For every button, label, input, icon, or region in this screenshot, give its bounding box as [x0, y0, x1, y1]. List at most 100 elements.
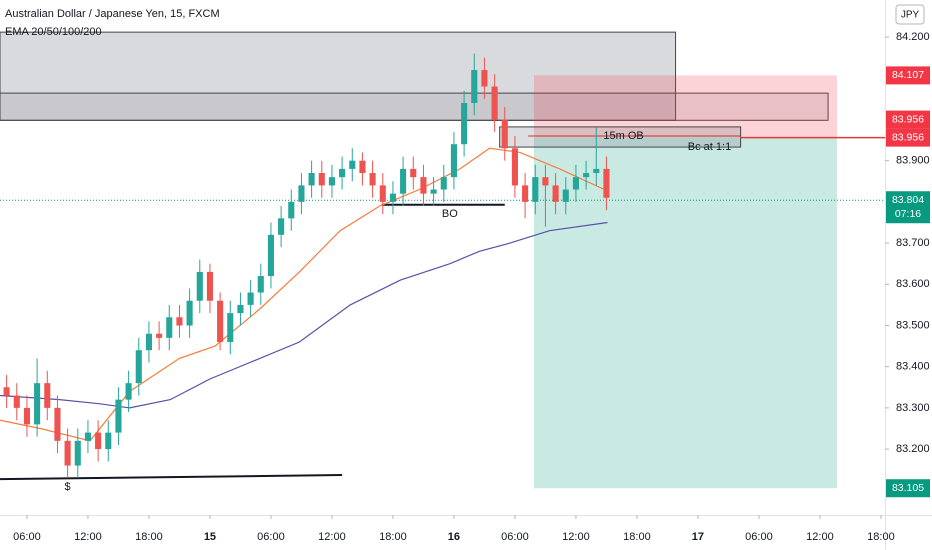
candle-body — [13, 395, 20, 408]
x-tick-label: 12:00 — [562, 531, 590, 543]
candle-body — [308, 173, 315, 186]
x-tick-label: 18:00 — [135, 531, 163, 543]
x-tick-label: 06:00 — [257, 531, 285, 543]
price-label: 83.956 — [892, 113, 924, 125]
candle-body — [420, 177, 427, 194]
candle-body — [491, 86, 498, 120]
candle-body — [64, 440, 71, 466]
y-tick-label: 83.300 — [896, 402, 930, 414]
candle-body — [278, 218, 285, 235]
candle-body — [369, 173, 376, 186]
candle-body — [440, 177, 447, 190]
candle-body — [603, 168, 610, 198]
candle-body — [572, 177, 579, 190]
candle-body — [389, 193, 396, 202]
candle-body — [593, 168, 600, 174]
candle-body — [3, 387, 10, 396]
price-label: 83.956 — [892, 131, 924, 143]
price-label-box — [886, 128, 930, 147]
candle-body — [522, 185, 529, 202]
candle-body — [379, 185, 386, 202]
annotation: $ — [65, 481, 71, 493]
candle-body — [23, 407, 30, 425]
candle-body — [267, 234, 274, 277]
y-tick-label: 83.500 — [896, 319, 930, 331]
candle-body — [196, 271, 203, 301]
candle-body — [298, 185, 305, 202]
x-tick-label: 06:00 — [13, 531, 41, 543]
x-tick-label: 12:00 — [806, 531, 834, 543]
candle-body — [217, 300, 224, 342]
y-tick-label: 83.900 — [896, 155, 930, 167]
candle-body — [511, 148, 518, 186]
x-tick-label: 18:00 — [867, 531, 895, 543]
candle-body — [206, 271, 213, 301]
x-tick-label: 18:00 — [623, 531, 651, 543]
candle-body — [54, 407, 61, 441]
candle-body — [349, 160, 356, 169]
candle-body — [542, 177, 549, 186]
candle-body — [288, 201, 295, 219]
candle-body — [318, 173, 325, 186]
x-tick-label: 06:00 — [745, 531, 773, 543]
candle-body — [562, 189, 569, 202]
candle-body — [257, 276, 264, 293]
x-tick-label: 17 — [692, 531, 704, 543]
current-price-label: 83.804 — [892, 194, 924, 206]
price-label-box — [886, 66, 930, 85]
currency-box[interactable] — [895, 4, 925, 25]
candle-body — [135, 350, 142, 384]
candle-body — [176, 317, 183, 326]
y-tick-label: 83.400 — [896, 361, 930, 373]
candle-body — [339, 168, 346, 178]
candle-body — [44, 383, 51, 408]
candle-body — [227, 313, 234, 342]
candle-body — [156, 333, 163, 338]
candle-body — [105, 432, 112, 450]
candle-body — [115, 399, 122, 433]
candle-body — [583, 173, 590, 178]
current-price-box — [886, 191, 930, 224]
y-tick-label: 83.700 — [896, 237, 930, 249]
chart-title: Australian Dollar / Japanese Yen, 15, FX… — [5, 8, 220, 20]
candle-body — [410, 168, 417, 178]
candle-body — [95, 432, 102, 450]
annotation: Bc at 1:1 — [688, 141, 731, 153]
candle-body — [552, 185, 559, 202]
candle-body — [471, 70, 478, 103]
price-label: 84.107 — [892, 69, 924, 81]
candle-body — [400, 168, 407, 194]
trend-line — [0, 474, 343, 481]
y-tick-label: 83.200 — [896, 443, 930, 455]
x-tick-label: 18:00 — [379, 531, 407, 543]
candle-body — [481, 70, 488, 87]
candle-body — [501, 119, 508, 149]
x-tick-label: 15 — [204, 531, 216, 543]
countdown: 07:16 — [895, 208, 921, 220]
candle-body — [166, 317, 173, 338]
ema-line — [0, 221, 608, 409]
candle-body — [328, 177, 335, 186]
zone — [0, 92, 829, 121]
candle-body — [461, 103, 468, 145]
candle-body — [237, 304, 244, 314]
annotation: BO — [442, 208, 458, 220]
y-tick-label: 84.200 — [896, 31, 930, 43]
y-tick-label: 83.600 — [896, 278, 930, 290]
candle-body — [430, 189, 437, 194]
candle-body — [84, 432, 91, 441]
price-label-box — [886, 110, 930, 129]
price-label-box — [886, 479, 930, 498]
candle-body — [186, 300, 193, 326]
x-tick-label: 12:00 — [74, 531, 102, 543]
currency[interactable]: JPY — [901, 10, 920, 21]
zone — [0, 31, 677, 121]
x-tick-label: 06:00 — [501, 531, 529, 543]
candle-body — [359, 160, 366, 174]
zone — [533, 137, 837, 489]
candle-body — [247, 292, 254, 305]
indicator-label: EMA 20/50/100/200 — [5, 26, 102, 38]
price-label: 83.105 — [892, 482, 924, 494]
